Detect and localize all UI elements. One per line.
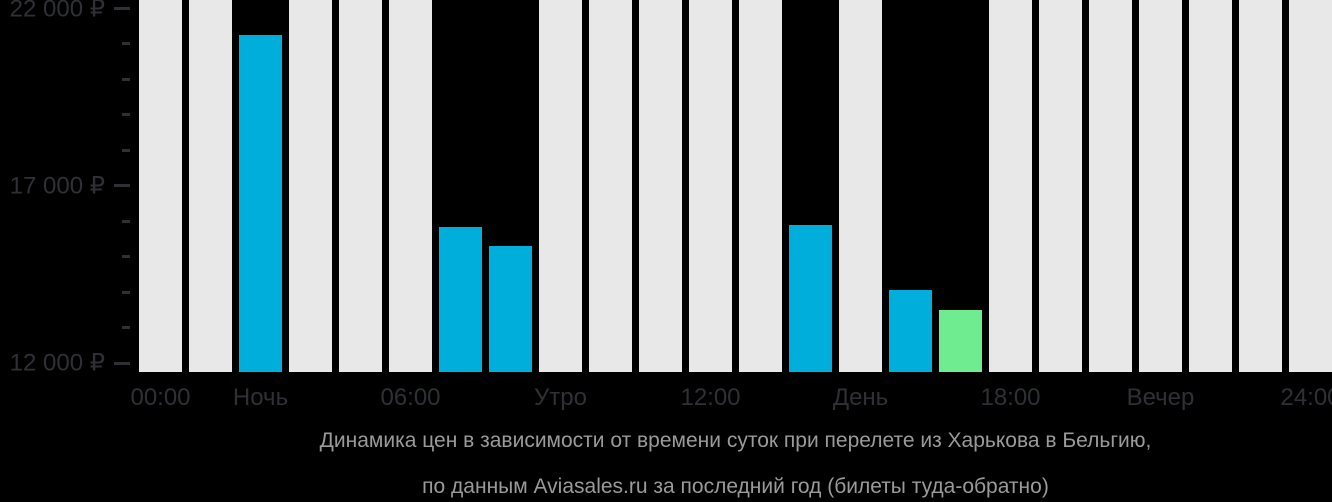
bar-hour-4-no-data	[339, 0, 382, 372]
bar-hour-7-price[interactable]	[489, 246, 532, 372]
x-tick-label-bar-17: 18:00	[980, 384, 1041, 411]
y-tick-label-22000: 22 000 ₽	[9, 0, 105, 22]
bar-hour-11-no-data	[689, 0, 732, 372]
y-minor-tick-13000	[122, 326, 130, 330]
bar-hour-6-price[interactable]	[439, 226, 482, 372]
x-tick-label-bar-0: 00:00	[130, 384, 191, 411]
bar-hour-2-price[interactable]	[239, 35, 282, 372]
y-minor-tick-15000	[122, 255, 130, 259]
y-minor-tick-21000	[122, 42, 130, 46]
chart-caption-line-1: Динамика цен в зависимости от времени су…	[319, 429, 1152, 452]
chart-plot-area: 22 000 ₽ 17 000 ₽ 12 000 ₽ 00:00 Ночь 06:00 У…	[9, 0, 1332, 411]
bar-hour-23-no-data	[1289, 0, 1332, 372]
bar-hour-5-no-data	[389, 0, 432, 372]
y-minor-tick-14000	[122, 290, 130, 294]
x-tick-label-bar-20: Вечер	[1126, 384, 1195, 411]
x-tick-label-bar-8: Утро	[534, 384, 587, 411]
bar-hour-15-price[interactable]	[889, 290, 932, 372]
x-tick-label-bar-11: 12:00	[680, 384, 741, 411]
bar-hour-17-no-data	[989, 0, 1032, 372]
x-tick-label-bar-5: 06:00	[380, 384, 441, 411]
y-minor-tick-20000	[122, 77, 130, 81]
bar-hour-13-price[interactable]	[789, 224, 832, 372]
bar-hour-22-no-data	[1239, 0, 1282, 372]
bar-hour-12-no-data	[739, 0, 782, 372]
bar-hour-14-no-data	[839, 0, 882, 372]
bar-hour-9-no-data	[589, 0, 632, 372]
bar-hour-1-no-data	[189, 0, 232, 372]
bar-hour-18-no-data	[1039, 0, 1082, 372]
x-tick-label-bar-2: Ночь	[232, 384, 289, 411]
x-tick-label-bar-14: День	[832, 384, 889, 411]
bar-hour-21-no-data	[1189, 0, 1232, 372]
y-major-tick-17000	[114, 184, 130, 188]
x-tick-label-bar-23: 24:00	[1280, 384, 1332, 411]
y-major-tick-22000	[114, 7, 130, 10]
y-minor-tick-19000	[122, 113, 130, 117]
y-minor-tick-18000	[122, 148, 130, 152]
bar-hour-16-min-price[interactable]	[939, 309, 982, 372]
bar-hour-10-no-data	[639, 0, 682, 372]
y-tick-label-12000: 12 000 ₽	[9, 349, 105, 377]
bar-hour-19-no-data	[1089, 0, 1132, 372]
y-tick-label-17000: 17 000 ₽	[9, 172, 105, 200]
bar-hour-8-no-data	[539, 0, 582, 372]
y-major-tick-12000	[114, 361, 130, 365]
bar-hour-0-no-data	[139, 0, 182, 372]
bar-hour-3-no-data	[289, 0, 332, 372]
bar-hour-20-no-data	[1139, 0, 1182, 372]
chart-caption-line-2: по данным Aviasales.ru за последний год …	[422, 475, 1049, 498]
y-minor-tick-16000	[122, 219, 130, 223]
